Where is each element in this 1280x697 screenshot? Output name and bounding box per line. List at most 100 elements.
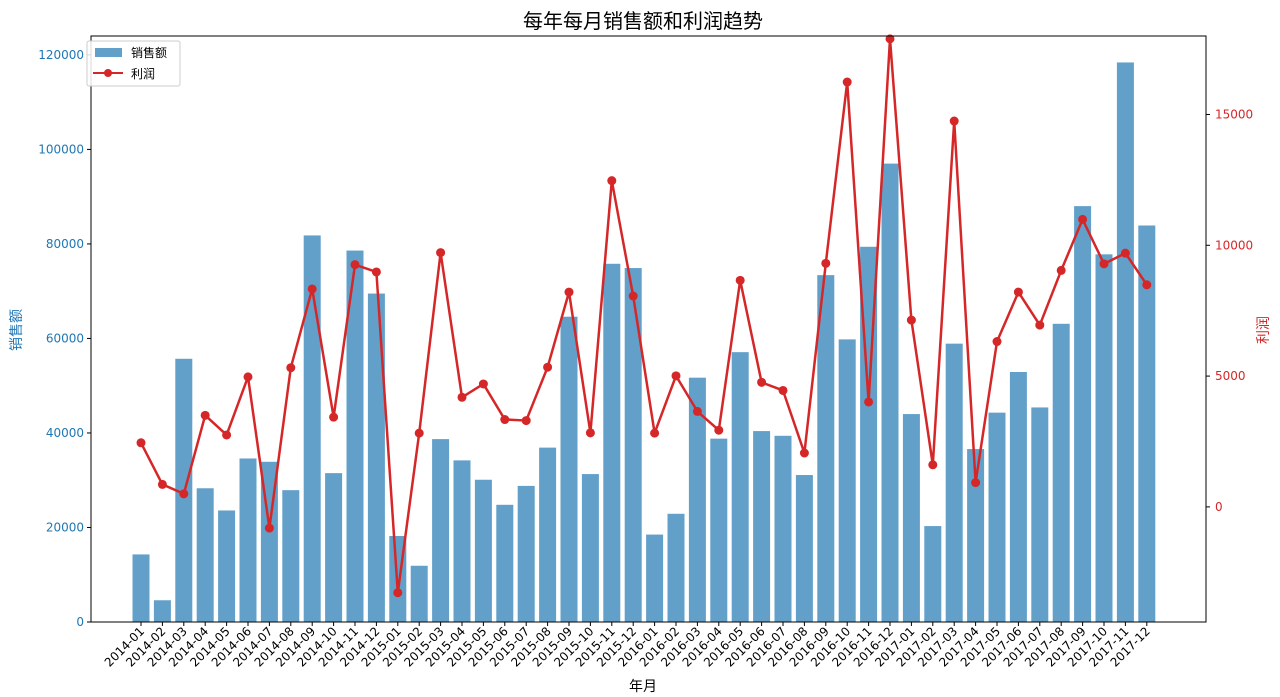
sales-bar-2015-05 [474, 479, 492, 622]
sales-bar-2017-12 [1138, 225, 1156, 623]
left-tick-label-0: 0 [76, 615, 84, 629]
profit-point-2015-01 [393, 588, 403, 598]
left-tick-label-100000: 100000 [38, 142, 84, 156]
sales-bar-2016-09 [817, 275, 835, 622]
profit-point-2015-12 [628, 291, 638, 301]
left-tick-label-40000: 40000 [46, 426, 84, 440]
profit-point-2015-05 [478, 379, 488, 389]
sales-bar-2014-02 [153, 600, 171, 622]
profit-point-2017-01 [906, 315, 916, 325]
sales-bar-2015-02 [410, 565, 428, 622]
sales-bar-2017-10 [1095, 254, 1113, 622]
right-tick-label-15000: 15000 [1215, 107, 1253, 121]
sales-bar-2017-01 [902, 414, 920, 622]
chart-title: 每年每月销售额和利润趋势 [523, 9, 763, 33]
right-tick-label-0: 0 [1215, 500, 1223, 514]
profit-point-2014-06 [243, 372, 253, 382]
sales-bar-2016-06 [753, 431, 771, 622]
profit-point-2014-01 [136, 438, 146, 448]
sales-bar-2015-03 [432, 439, 450, 622]
profit-point-2016-04 [714, 425, 724, 435]
profit-point-2016-11 [864, 397, 874, 407]
profit-point-2015-02 [414, 428, 424, 438]
sales-bar-2015-04 [453, 460, 471, 622]
profit-point-2017-07 [1035, 320, 1045, 330]
profit-point-2015-03 [436, 248, 446, 258]
profit-point-2015-08 [543, 362, 553, 372]
profit-line [136, 34, 1152, 598]
sales-bar-2017-06 [1009, 372, 1027, 622]
legend-profit-marker [104, 69, 112, 77]
profit-point-2014-05 [222, 430, 232, 440]
legend-profit-label: 利润 [131, 67, 155, 81]
sales-bar-2014-06 [239, 458, 257, 622]
profit-point-2017-09 [1078, 214, 1088, 224]
plot-frame [90, 35, 1207, 623]
sales-bar-2016-04 [710, 438, 728, 622]
sales-bar-2016-07 [774, 435, 792, 622]
sales-bar-2015-11 [603, 263, 621, 622]
sales-bar-2014-09 [303, 235, 321, 623]
profit-point-2017-08 [1056, 265, 1066, 275]
profit-point-2014-09 [307, 284, 317, 294]
right-tick-label-10000: 10000 [1215, 238, 1253, 252]
profit-point-2016-01 [650, 428, 660, 438]
profit-point-2017-02 [928, 460, 938, 470]
sales-bar-2015-12 [624, 268, 642, 622]
sales-bar-2016-05 [731, 352, 749, 622]
sales-bar-2016-10 [838, 339, 856, 622]
sales-bar-2017-07 [1031, 407, 1049, 622]
profit-point-2017-06 [1013, 287, 1023, 297]
profit-point-2014-12 [371, 267, 381, 277]
sales-bar-2014-04 [196, 488, 214, 622]
profit-point-2016-06 [757, 377, 767, 387]
sales-bar-2016-08 [795, 475, 813, 622]
x-axis: 2014-012014-022014-032014-042014-052014-… [102, 622, 1153, 670]
profit-point-2014-07 [264, 523, 274, 533]
sales-bar-2014-12 [367, 293, 385, 622]
profit-point-2015-04 [457, 392, 467, 402]
profit-point-2015-07 [521, 416, 531, 426]
sales-bar-2015-06 [496, 504, 514, 622]
profit-point-2015-11 [607, 176, 617, 186]
sales-bar-2016-01 [646, 534, 664, 622]
sales-bar-2014-01 [132, 554, 150, 622]
sales-bar-2017-02 [924, 526, 942, 622]
profit-point-2016-07 [778, 385, 788, 395]
profit-point-2014-11 [350, 260, 360, 270]
sales-bar-2014-11 [346, 250, 364, 622]
sales-bar-2015-08 [539, 447, 557, 622]
profit-point-2016-10 [842, 77, 852, 87]
sales-bar-2014-08 [282, 490, 300, 622]
sales-bar-2015-10 [581, 474, 599, 622]
profit-point-2016-09 [821, 258, 831, 268]
profit-point-2017-11 [1120, 248, 1130, 258]
sales-bar-2017-03 [945, 343, 963, 622]
sales-bar-2016-02 [667, 513, 685, 622]
legend: 销售额 利润 [86, 40, 181, 87]
sales-bar-2017-09 [1074, 206, 1092, 622]
sales-bar-2016-03 [688, 377, 706, 622]
profit-point-2014-03 [179, 489, 189, 499]
sales-bar-2014-10 [325, 473, 343, 622]
left-axis: 0 20000 40000 60000 80000 100000 120000 [38, 48, 91, 629]
sales-bar-2017-05 [988, 412, 1006, 622]
profit-point-2014-10 [329, 412, 339, 422]
sales-bar-2015-09 [560, 316, 578, 622]
profit-point-2017-12 [1142, 280, 1152, 290]
profit-point-2016-03 [692, 406, 702, 416]
sales-bar-2016-12 [881, 163, 899, 622]
x-axis-label: 年月 [629, 679, 657, 695]
profit-point-2016-05 [735, 275, 745, 285]
profit-point-2016-08 [799, 448, 809, 458]
left-tick-label-80000: 80000 [46, 237, 84, 251]
profit-point-2016-12 [885, 34, 895, 44]
profit-point-2015-09 [564, 287, 574, 297]
right-tick-label-5000: 5000 [1215, 369, 1246, 383]
profit-point-2015-10 [585, 428, 595, 438]
sales-bar-2017-08 [1052, 323, 1070, 622]
left-tick-label-60000: 60000 [46, 331, 84, 345]
profit-point-2014-08 [286, 363, 296, 373]
